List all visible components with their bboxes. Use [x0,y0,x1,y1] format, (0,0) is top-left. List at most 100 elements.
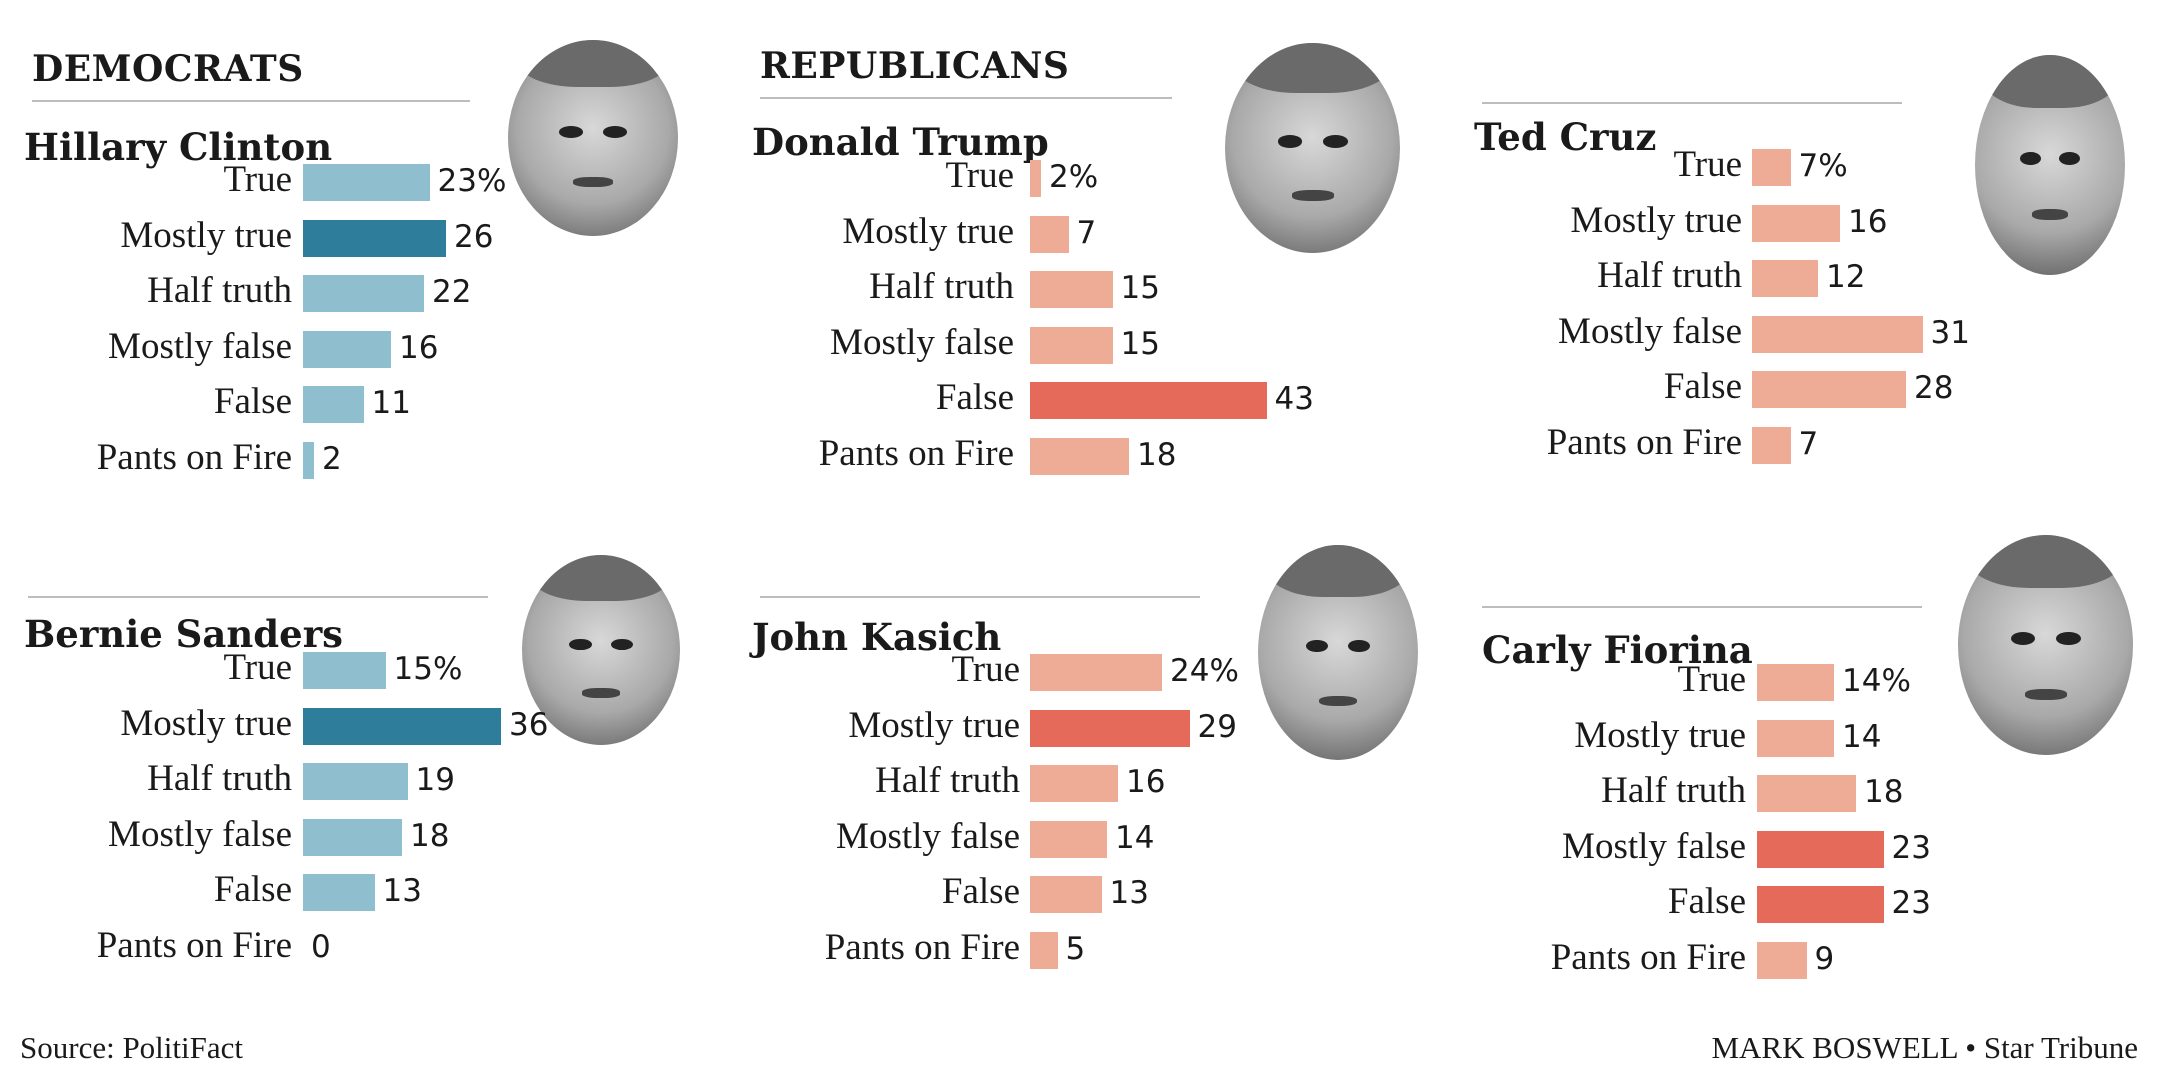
carly-fiorina-category-label: Mostly false [1562,825,1746,867]
hillary-clinton-category-label: Pants on Fire [96,436,292,478]
hillary-clinton-value-label: 16 [399,329,439,366]
donald-trump-category-label: Half truth [869,266,1014,307]
bernie-sanders-bar [303,874,375,911]
bernie-sanders-category-label: Mostly false [108,813,292,855]
ted-cruz-category-label: True [1673,144,1742,185]
john-kasich-value-label: 16 [1126,764,1166,800]
john-kasich-photo [1258,545,1418,760]
john-kasich-category-label: Half truth [875,760,1020,801]
donald-trump-value-label: 18 [1137,436,1177,473]
john-kasich-category-label: Pants on Fire [824,926,1020,968]
donald-trump-bar [1030,437,1129,475]
ted-cruz-divider [1482,102,1902,104]
bernie-sanders-value-label: 36 [509,706,549,743]
ted-cruz-value-label: 7% [1798,148,1848,184]
donald-trump-bar [1030,326,1113,364]
donald-trump-category-label: Mostly false [830,321,1014,363]
hillary-clinton-category-label: True [223,159,292,200]
bernie-sanders-divider [28,596,488,598]
donald-trump-category-label: False [935,377,1014,418]
john-kasich-name: John Kasich [752,615,1002,659]
hillary-clinton-category-label: False [213,381,292,422]
ted-cruz-bar [1752,315,1923,353]
hillary-clinton-category-label: Half truth [147,270,292,311]
ted-cruz-category-label: Mostly false [1558,310,1742,352]
john-kasich-bar [1030,709,1190,747]
john-kasich-value-label: 29 [1197,708,1237,745]
donald-trump-bar [1030,382,1267,419]
credit-note: MARK BOSWELL • Star Tribune [1711,1030,2138,1065]
bernie-sanders-category-label: False [213,869,292,910]
bernie-sanders-category-label: Pants on Fire [96,924,292,966]
hillary-clinton-photo [508,40,678,236]
ted-cruz-value-label: 16 [1848,203,1888,240]
donald-trump-value-label: 15 [1120,325,1160,362]
john-kasich-bar [1030,654,1162,691]
john-kasich-bar [1030,876,1102,913]
bernie-sanders-bar [303,652,386,689]
bernie-sanders-value-label: 13 [382,873,422,909]
carly-fiorina-bar [1757,830,1884,868]
carly-fiorina-bar [1757,719,1834,757]
john-kasich-bar [1030,820,1107,858]
john-kasich-value-label: 13 [1109,875,1149,911]
bernie-sanders-value-label: 0 [311,928,331,965]
ted-cruz-name: Ted Cruz [1474,115,1657,159]
carly-fiorina-value-label: 14 [1842,718,1882,755]
carly-fiorina-value-label: 9 [1814,940,1835,977]
john-kasich-category-label: False [941,871,1020,912]
ted-cruz-bar [1752,371,1906,408]
bernie-sanders-value-label: 19 [415,762,455,798]
ted-cruz-category-label: Mostly true [1570,199,1742,241]
carly-fiorina-category-label: Mostly true [1574,714,1746,756]
ted-cruz-category-label: False [1663,366,1742,407]
ted-cruz-value-label: 12 [1826,259,1866,295]
john-kasich-category-label: True [951,649,1020,690]
carly-fiorina-category-label: Half truth [1601,770,1746,811]
john-kasich-value-label: 5 [1065,930,1086,967]
bernie-sanders-name: Bernie Sanders [24,612,344,656]
carly-fiorina-divider [1482,606,1922,608]
donald-trump-bar [1030,271,1113,308]
ted-cruz-bar [1752,426,1791,464]
carly-fiorina-bar [1757,664,1834,701]
ted-cruz-bar [1752,149,1791,186]
ted-cruz-category-label: Half truth [1597,255,1742,296]
john-kasich-bar [1030,931,1058,969]
ted-cruz-value-label: 28 [1914,370,1954,406]
ted-cruz-value-label: 7 [1798,425,1819,462]
donald-trump-value-label: 7 [1076,214,1097,251]
donald-trump-bar [1030,215,1069,253]
donald-trump-bar [1030,160,1041,197]
donald-trump-category-label: Pants on Fire [818,432,1014,474]
donald-trump-category-label: True [945,155,1014,196]
hillary-clinton-bar [303,386,364,423]
donald-trump-photo [1225,43,1400,253]
bernie-sanders-value-label: 18 [410,817,450,854]
carly-fiorina-value-label: 18 [1864,774,1904,810]
source-note: Source: PolitiFact [20,1030,244,1065]
bernie-sanders-value-label: 15% [393,651,463,687]
john-kasich-category-label: Mostly true [848,704,1020,746]
carly-fiorina-name: Carly Fiorina [1482,628,1753,672]
ted-cruz-bar [1752,260,1818,297]
ted-cruz-bar [1752,204,1840,242]
republicans-header: REPUBLICANS [760,45,1172,99]
hillary-clinton-bar [303,164,430,201]
donald-trump-value-label: 43 [1274,381,1314,417]
donald-trump-value-label: 2% [1049,159,1099,195]
carly-fiorina-bar [1757,886,1884,923]
bernie-sanders-bar [303,818,402,856]
ted-cruz-value-label: 31 [1930,314,1970,351]
hillary-clinton-bar [303,219,446,257]
john-kasich-bar [1030,765,1118,802]
bernie-sanders-category-label: True [223,647,292,688]
carly-fiorina-photo [1958,535,2133,755]
carly-fiorina-value-label: 14% [1842,663,1911,699]
hillary-clinton-bar [303,330,391,368]
carly-fiorina-category-label: False [1667,881,1746,922]
hillary-clinton-value-label: 26 [454,218,494,255]
carly-fiorina-bar [1757,941,1807,979]
hillary-clinton-value-label: 22 [432,274,472,310]
donald-trump-name: Donald Trump [752,120,1049,164]
